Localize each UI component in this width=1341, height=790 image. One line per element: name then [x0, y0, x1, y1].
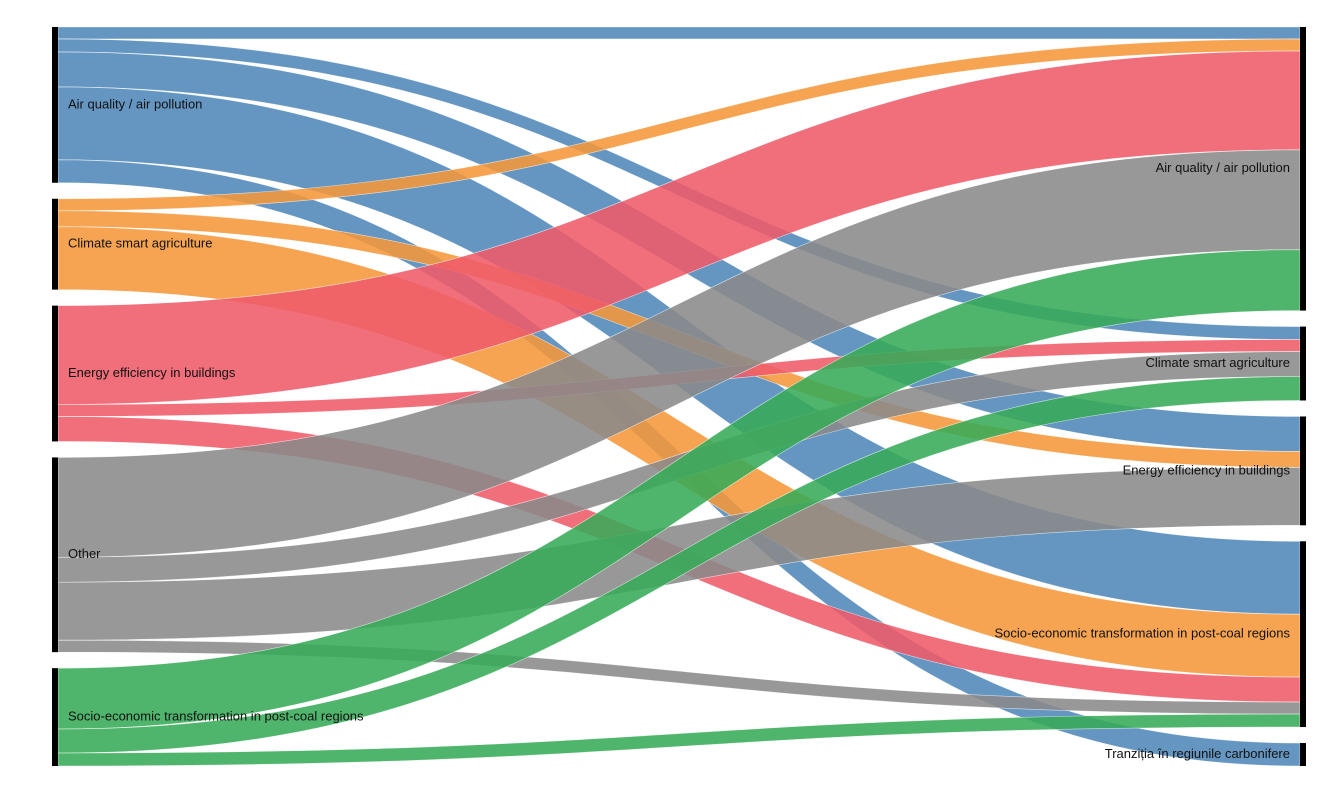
node-label: Air quality / air pollution [1156, 160, 1290, 175]
node [52, 27, 58, 183]
node-label: Socio-economic transformation in post-co… [994, 626, 1290, 641]
node [1300, 743, 1306, 766]
link [57, 26, 1301, 40]
node [1300, 326, 1306, 401]
node [52, 198, 58, 290]
node-label: Air quality / air pollution [68, 96, 202, 111]
node-label: Energy efficiency in buildings [1123, 462, 1291, 477]
node [52, 668, 58, 766]
node [1300, 416, 1306, 526]
node [1300, 541, 1306, 728]
node [52, 305, 58, 442]
nodes: Air quality / air pollution Climate smart… [52, 27, 1306, 766]
links [57, 26, 1301, 767]
link [57, 249, 1301, 730]
node-label: Climate smart agriculture [1146, 355, 1291, 370]
node-label: Climate smart agriculture [68, 236, 213, 251]
node-label: Socio-economic transformation in post-co… [68, 709, 364, 724]
node [1300, 27, 1306, 311]
node-label: Other [68, 546, 101, 561]
node-label: Energy efficiency in buildings [68, 365, 236, 380]
node-label: Tranziția în regiunile carbonifere [1105, 746, 1290, 761]
node [52, 457, 58, 653]
